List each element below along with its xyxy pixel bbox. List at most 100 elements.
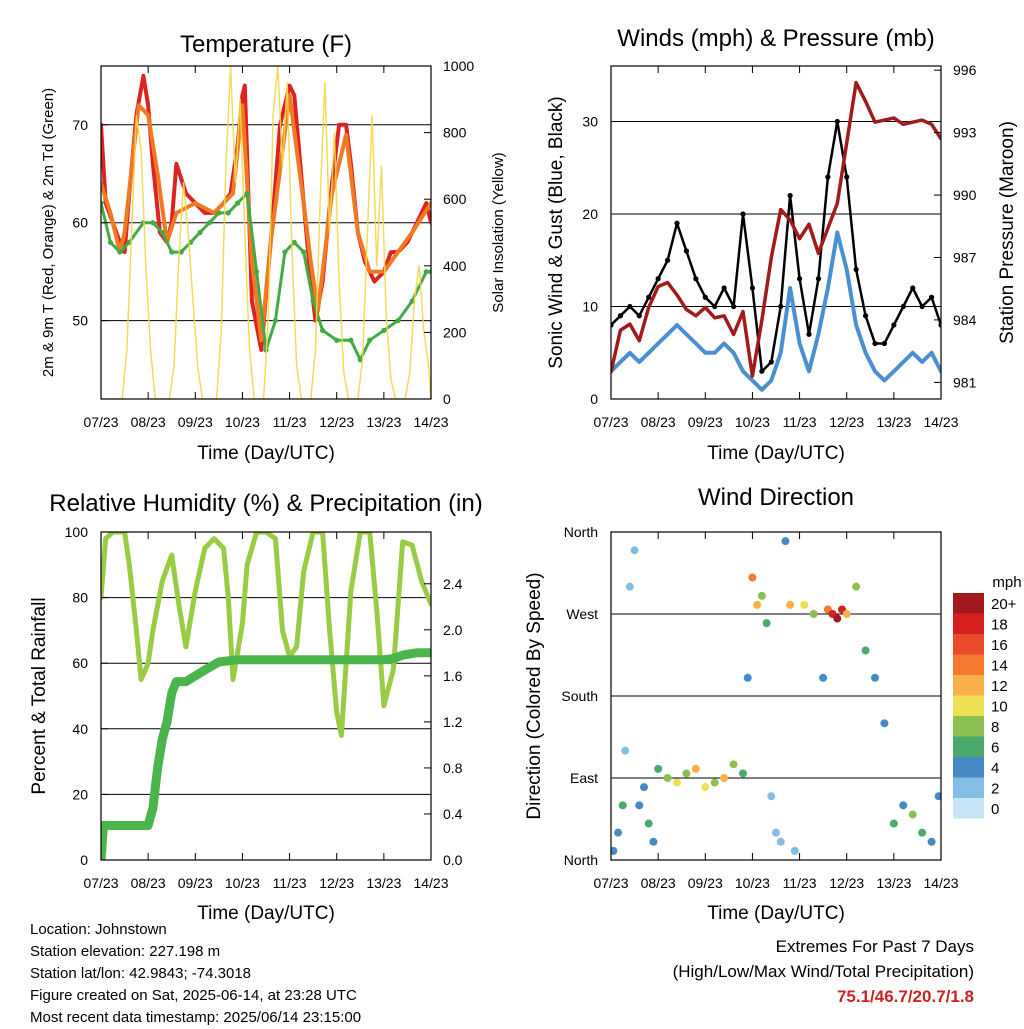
direction-point (640, 783, 648, 792)
series-line-gust (611, 120, 941, 373)
series-line-relative-humidity (101, 532, 431, 738)
data-point (291, 239, 297, 245)
data-point (428, 269, 431, 275)
direction-point (649, 837, 658, 846)
direction-point (654, 764, 663, 773)
y2-tick-label: 200 (443, 324, 467, 340)
data-point (683, 248, 690, 254)
colorbar-swatch (953, 675, 984, 696)
x-tick-label: 09/23 (688, 414, 723, 430)
colorbar-label: 0 (991, 801, 999, 818)
direction-point (757, 591, 766, 600)
data-point (834, 118, 840, 125)
plot-frame (610, 531, 942, 861)
data-point (348, 337, 354, 343)
data-point (646, 294, 652, 300)
y-tick-label: North (564, 524, 598, 540)
data-point (423, 269, 429, 275)
y-tick-label: 70 (72, 117, 88, 133)
chart-title: Wind Direction (698, 484, 854, 511)
x-tick-label: 09/23 (178, 414, 213, 430)
direction-point (635, 801, 644, 810)
direction-point (625, 582, 634, 591)
plot-frame (100, 65, 432, 400)
direction-point (800, 600, 809, 609)
data-point (787, 192, 793, 199)
series-line-9m-t (101, 93, 431, 343)
y2-tick-label: 0.0 (443, 852, 463, 868)
data-point (721, 285, 727, 291)
data-point (636, 313, 642, 319)
direction-point (729, 760, 738, 769)
colorbar-label: 6 (991, 740, 999, 757)
data-point (815, 276, 822, 282)
x-tick-label: 14/23 (923, 875, 958, 891)
extremes-title: Extremes For Past 7 Days (775, 937, 974, 956)
data-layer (611, 80, 941, 392)
y-tick-label: 100 (65, 524, 89, 540)
data-point (107, 239, 114, 245)
data-point (409, 298, 415, 304)
direction-point (743, 673, 752, 682)
x-tick-label: 08/23 (131, 875, 166, 891)
data-point (693, 276, 699, 282)
y-axis-label: Sonic Wind & Gust (Blue, Black) (546, 96, 567, 368)
direction-point (614, 828, 623, 837)
colorbar-label: 4 (991, 760, 999, 777)
data-point (778, 303, 784, 310)
x-axis-label: Time (Day/UTC) (197, 443, 335, 464)
x-tick-label: 08/23 (131, 414, 166, 430)
data-point (796, 276, 803, 282)
extremes-subtitle: (High/Low/Max Wind/Total Precipitation) (672, 962, 974, 981)
y2-tick-label: 1000 (443, 58, 474, 74)
direction-point (918, 828, 927, 837)
x-tick-label: 13/23 (366, 414, 401, 430)
direction-point (663, 774, 672, 782)
data-point (225, 210, 231, 216)
colorbar-swatch (953, 736, 984, 757)
data-point (310, 298, 316, 304)
y-tick-label: South (561, 688, 598, 704)
colorbar-label: 12 (991, 678, 1008, 695)
x-tick-label: 07/23 (593, 875, 628, 891)
recent-timestamp: Most recent data timestamp: 2025/06/14 2… (30, 1009, 362, 1026)
direction-point (753, 600, 762, 609)
direction-point (720, 774, 729, 782)
x-axis-label: Time (Day/UTC) (707, 443, 845, 464)
station-elevation: Station elevation: 227.198 m (30, 943, 221, 960)
x-tick-label: 09/23 (688, 875, 723, 891)
x-tick-label: 13/23 (876, 875, 911, 891)
colorbar-swatch (953, 777, 984, 798)
data-point (825, 174, 831, 180)
data-point (702, 294, 708, 300)
data-point (367, 337, 373, 343)
colorbar-label: 16 (991, 637, 1008, 654)
station-info: Location: Johnstown Station elevation: 2… (30, 919, 361, 1029)
y-tick-label: North (564, 852, 598, 868)
y2-tick-label: 400 (443, 258, 467, 274)
data-point (334, 337, 340, 343)
data-point (319, 327, 326, 334)
data-point (862, 313, 869, 319)
direction-point (927, 837, 936, 846)
colorbar-swatch (953, 613, 984, 634)
chart-3: Relative Humidity (%) & Precipitation (i… (29, 490, 483, 924)
extremes-values: 75.1/46.7/20.7/1.8 (836, 987, 974, 1006)
x-tick-label: 14/23 (923, 414, 958, 430)
series-line-total-precipitation (101, 648, 431, 860)
data-point (768, 359, 774, 365)
data-point (928, 294, 935, 300)
y2-tick-label: 996 (953, 62, 977, 78)
data-point (357, 357, 363, 363)
y2-tick-label: 981 (953, 374, 977, 390)
data-point (712, 303, 718, 310)
series-line-sonic-wind (611, 230, 941, 392)
data-point (235, 200, 241, 206)
extremes-panel: Extremes For Past 7 Days (High/Low/Max W… (673, 934, 974, 1009)
x-tick-label: 13/23 (876, 414, 911, 430)
data-point (617, 313, 624, 319)
direction-point (691, 764, 700, 773)
y2-tick-label: 0.8 (443, 760, 463, 776)
x-tick-label: 10/23 (225, 414, 260, 430)
